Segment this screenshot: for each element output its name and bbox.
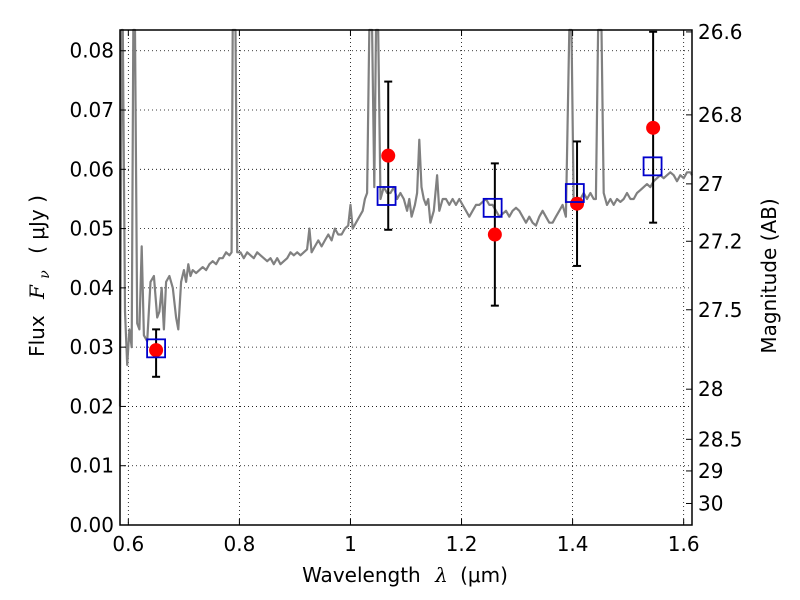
y2-tick-label: 26.6 [698, 20, 743, 44]
model-squares-layer [146, 156, 663, 359]
plot-frame [119, 29, 693, 526]
x-tick-label: 1.6 [668, 532, 700, 556]
model-square-marker [564, 183, 585, 203]
y2-tick-label: 27.5 [698, 298, 743, 322]
y2-axis-label: Magnitude (AB) [757, 198, 781, 353]
model-square-marker [642, 156, 663, 177]
y-tick-label: 0.06 [69, 157, 114, 181]
y-axis-label-unit: ( μJy ) [25, 195, 49, 254]
y-tick-label: 0.07 [69, 98, 114, 122]
y2-tick-label: 30 [698, 491, 723, 515]
model-square-marker [146, 338, 166, 359]
tick-layer: 0.6 0.8 1 1.2 1.4 1.6 0.00 0.01 0.02 0.03 0.04 0.05… [69, 20, 742, 556]
x-tick-label: 0.6 [112, 532, 144, 556]
y2-tick-label: 28.5 [698, 427, 743, 451]
x-axis-label-text: Wavelength [302, 563, 421, 587]
y-tick-label: 0.08 [69, 39, 114, 63]
y-axis-label-text: Flux [25, 315, 49, 357]
spectrum-line [118, 28, 693, 407]
observed-points-layer [149, 120, 661, 358]
observed-point [381, 148, 396, 163]
y-tick-label: 0.02 [69, 394, 114, 418]
y-axis-label-math: F [25, 284, 49, 300]
observed-point [646, 120, 661, 135]
model-square-marker [482, 197, 503, 218]
y-tick-label: 0.05 [69, 217, 114, 241]
y-tick-label: 0.01 [69, 454, 114, 478]
y-tick-label: 0.00 [69, 513, 114, 537]
y-axis-label: Flux F ν ( μJy ) [25, 195, 54, 357]
x-tick-label: 1.4 [557, 532, 589, 556]
observed-point [570, 196, 585, 211]
y-tick-label: 0.04 [69, 276, 114, 300]
spectrum-layer [118, 28, 693, 407]
x-axis-label-math: λ [434, 563, 448, 587]
observed-point [487, 227, 502, 242]
x-axis-label: Wavelength λ (μm) [302, 563, 508, 587]
y2-tick-label: 26.8 [698, 103, 743, 127]
y2-tick-label: 27.2 [698, 229, 743, 253]
grid-lines [120, 30, 692, 526]
model-square-marker [376, 186, 397, 206]
y-axis-label-math-sub: ν [37, 270, 53, 279]
y2-tick-label: 28 [698, 377, 723, 401]
y2-tick-label: 27 [698, 172, 723, 196]
observed-point [149, 343, 164, 358]
x-tick-label: 1 [344, 532, 357, 556]
x-tick-label: 1.2 [446, 532, 478, 556]
y-tick-label: 0.03 [69, 335, 114, 359]
x-axis-label-unit: (μm) [460, 563, 508, 587]
x-tick-label: 0.8 [223, 532, 255, 556]
y2-tick-label: 29 [698, 459, 723, 483]
